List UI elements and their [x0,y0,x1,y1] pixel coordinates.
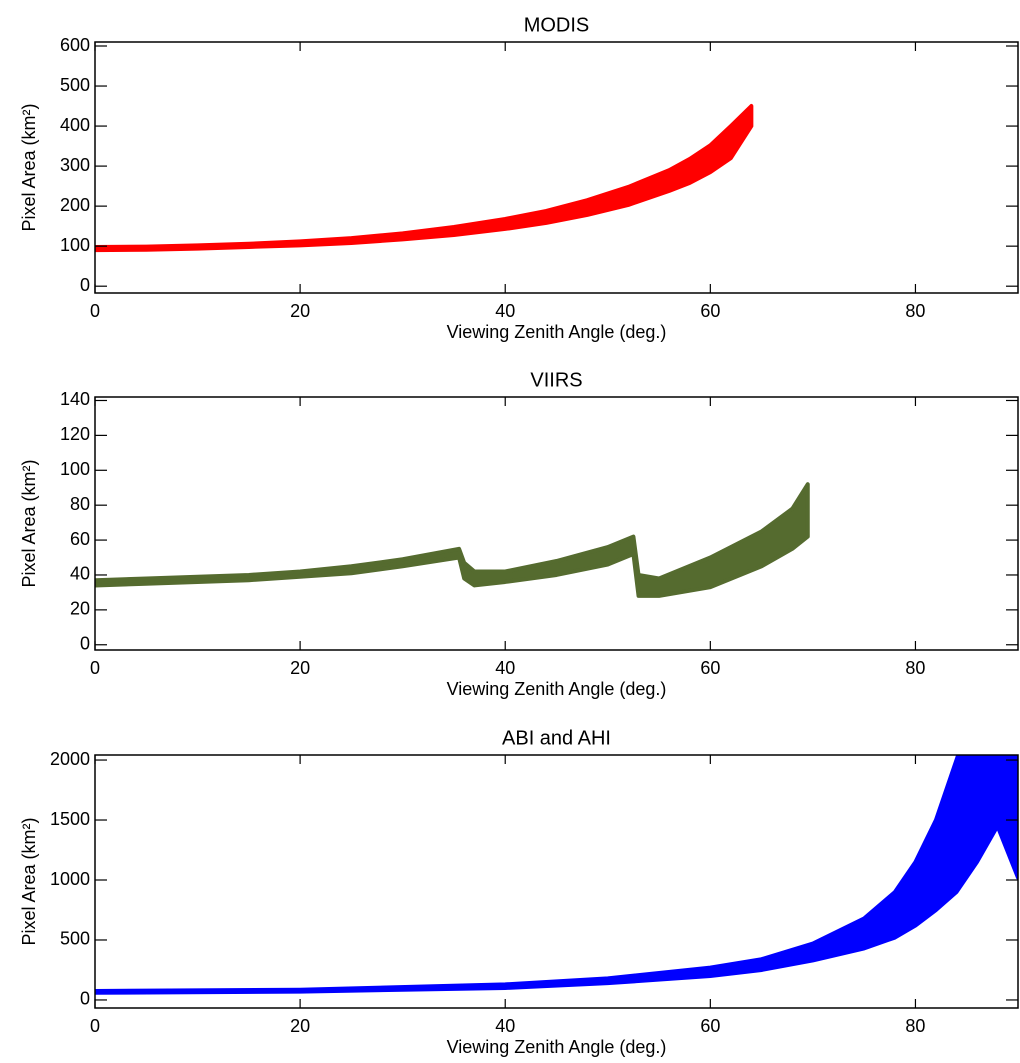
y-tick-label: 300 [60,155,90,175]
x-tick-label: 40 [495,1016,515,1036]
y-tick-label: 80 [70,494,90,514]
x-tick-label: 20 [290,658,310,678]
y-tick-label: 1000 [50,869,90,889]
x-axis-label: Viewing Zenith Angle (deg.) [447,1037,667,1057]
x-tick-label: 20 [290,1016,310,1036]
plot-area [95,482,810,598]
y-tick-label: 20 [70,599,90,619]
y-tick-label: 400 [60,115,90,135]
data-band [95,104,754,253]
plot-frame [94,41,1019,294]
data-band [95,482,810,598]
plot-area [95,755,1018,995]
x-tick-label: 80 [905,1016,925,1036]
x-tick-label: 0 [90,1016,100,1036]
plot-frame [94,754,1019,1009]
y-tick-label: 120 [60,424,90,444]
y-tick-label: 60 [70,529,90,549]
chart-title: ABI and AHI [502,727,611,749]
x-tick-label: 60 [700,658,720,678]
y-tick-label: 2000 [50,749,90,769]
y-axis-label: Pixel Area (km²) [19,459,39,587]
y-tick-label: 40 [70,564,90,584]
y-tick-label: 100 [60,235,90,255]
x-tick-label: 60 [700,301,720,321]
plot-area [95,104,754,253]
y-tick-label: 500 [60,75,90,95]
x-tick-label: 40 [495,658,515,678]
y-axis-label: Pixel Area (km²) [19,817,39,945]
x-axis-label: Viewing Zenith Angle (deg.) [447,679,667,699]
chart-title: MODIS [524,14,590,36]
y-axis-label: Pixel Area (km²) [19,103,39,231]
x-tick-label: 0 [90,301,100,321]
chart-title: VIIRS [530,369,582,391]
y-tick-label: 600 [60,35,90,55]
y-tick-label: 500 [60,929,90,949]
x-tick-label: 20 [290,301,310,321]
y-tick-label: 200 [60,195,90,215]
x-tick-label: 80 [905,301,925,321]
x-axis-label: Viewing Zenith Angle (deg.) [447,322,667,342]
x-tick-label: 80 [905,658,925,678]
y-tick-label: 1500 [50,809,90,829]
y-tick-label: 100 [60,459,90,479]
y-tick-label: 0 [80,634,90,654]
plot-frame [94,396,1019,651]
x-tick-label: 40 [495,301,515,321]
x-tick-label: 0 [90,658,100,678]
x-tick-label: 60 [700,1016,720,1036]
y-tick-label: 0 [80,989,90,1009]
y-tick-label: 0 [80,275,90,295]
y-tick-label: 140 [60,389,90,409]
data-band [95,755,1018,995]
